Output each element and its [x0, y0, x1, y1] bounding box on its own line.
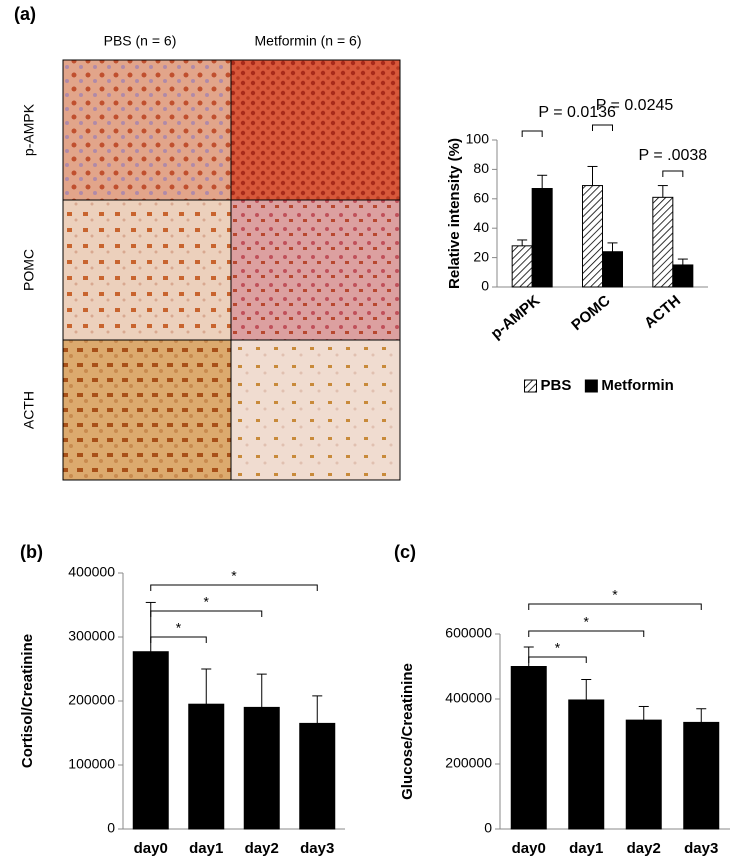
column-label: PBS (n = 6) — [104, 33, 177, 49]
x-tick-label: p-AMPK — [488, 292, 544, 343]
annotation: P = .0038 — [639, 147, 708, 164]
significance-bracket — [521, 130, 543, 137]
y-tick-label: 100000 — [68, 756, 115, 772]
x-tick-label: day1 — [569, 840, 603, 857]
bar — [683, 721, 720, 830]
annotation: * — [176, 620, 182, 636]
x-tick-label: day1 — [189, 840, 223, 857]
annotation: * — [231, 568, 237, 584]
annotation: P = 0.0136 — [538, 104, 616, 121]
annotation: P = 0.0245 — [596, 97, 674, 114]
y-tick-label: 200000 — [68, 692, 115, 708]
x-tick-label: day2 — [245, 840, 279, 857]
y-tick-label: 80 — [473, 160, 489, 176]
annotation: * — [555, 640, 561, 656]
y-tick-label: 600000 — [445, 625, 492, 641]
x-tick-label: day0 — [512, 840, 546, 857]
significance-bracket — [592, 124, 613, 131]
bar — [582, 185, 603, 288]
panel-label: (a) — [14, 4, 36, 24]
panel-label: (b) — [20, 542, 43, 562]
micrograph — [230, 59, 401, 201]
annotation: * — [584, 614, 590, 630]
significance-bracket — [528, 630, 645, 637]
micrograph — [230, 199, 401, 341]
image-grid: PBS (n = 6) Metformin (n = 6) p-AMPK POM… — [21, 33, 401, 481]
bar — [672, 264, 694, 288]
bar — [243, 706, 280, 830]
bar — [531, 188, 553, 288]
y-tick-label: 400000 — [68, 564, 115, 580]
x-tick-label: day3 — [300, 840, 334, 857]
y-tick-label: 20 — [473, 248, 489, 264]
y-tick-label: 400000 — [445, 690, 492, 706]
y-tick-label: 0 — [484, 820, 492, 836]
y-tick-label: 40 — [473, 219, 489, 235]
column-label: Metformin (n = 6) — [255, 33, 362, 49]
x-tick-label: day0 — [134, 840, 168, 857]
micrograph — [62, 199, 232, 341]
legend-label: Metformin — [601, 377, 674, 394]
bar — [299, 722, 336, 830]
bar — [511, 245, 533, 288]
y-tick-label: 0 — [481, 278, 489, 294]
significance-bracket — [150, 610, 263, 617]
y-tick-label: 0 — [107, 820, 115, 836]
significance-bracket — [528, 603, 702, 610]
legend-swatch — [524, 379, 537, 393]
x-tick-label: day3 — [684, 840, 718, 857]
panel-label: (c) — [394, 542, 416, 562]
bar — [510, 666, 547, 830]
significance-bracket — [150, 584, 318, 591]
significance-bracket — [150, 636, 207, 643]
bar — [188, 703, 225, 830]
significance-bracket — [662, 170, 684, 177]
y-axis-label: Glucose/Creatinine — [399, 663, 416, 800]
x-tick-label: ACTH — [641, 292, 684, 332]
y-tick-label: 300000 — [68, 628, 115, 644]
y-tick-label: 200000 — [445, 755, 492, 771]
significance-bracket — [528, 656, 587, 663]
y-axis-label: Relative intensity (%) — [446, 138, 463, 289]
bar — [652, 196, 674, 288]
y-axis-label: Cortisol/Creatinine — [19, 634, 36, 768]
row-label: p-AMPK — [21, 103, 37, 156]
y-tick-label: 100 — [466, 131, 490, 147]
annotation: * — [204, 594, 210, 610]
x-tick-label: day2 — [627, 840, 661, 857]
bar — [132, 651, 169, 830]
micrograph — [62, 339, 232, 481]
bar — [625, 719, 662, 830]
micrograph — [62, 59, 232, 201]
x-tick-label: POMC — [568, 292, 614, 334]
micrograph — [230, 339, 401, 481]
bar — [602, 251, 623, 288]
row-label: ACTH — [21, 391, 37, 429]
row-label: POMC — [21, 249, 37, 291]
y-tick-label: 60 — [473, 190, 489, 206]
legend-swatch — [584, 379, 598, 393]
legend-label: PBS — [541, 377, 572, 394]
annotation: * — [612, 587, 618, 603]
bar — [568, 699, 605, 830]
